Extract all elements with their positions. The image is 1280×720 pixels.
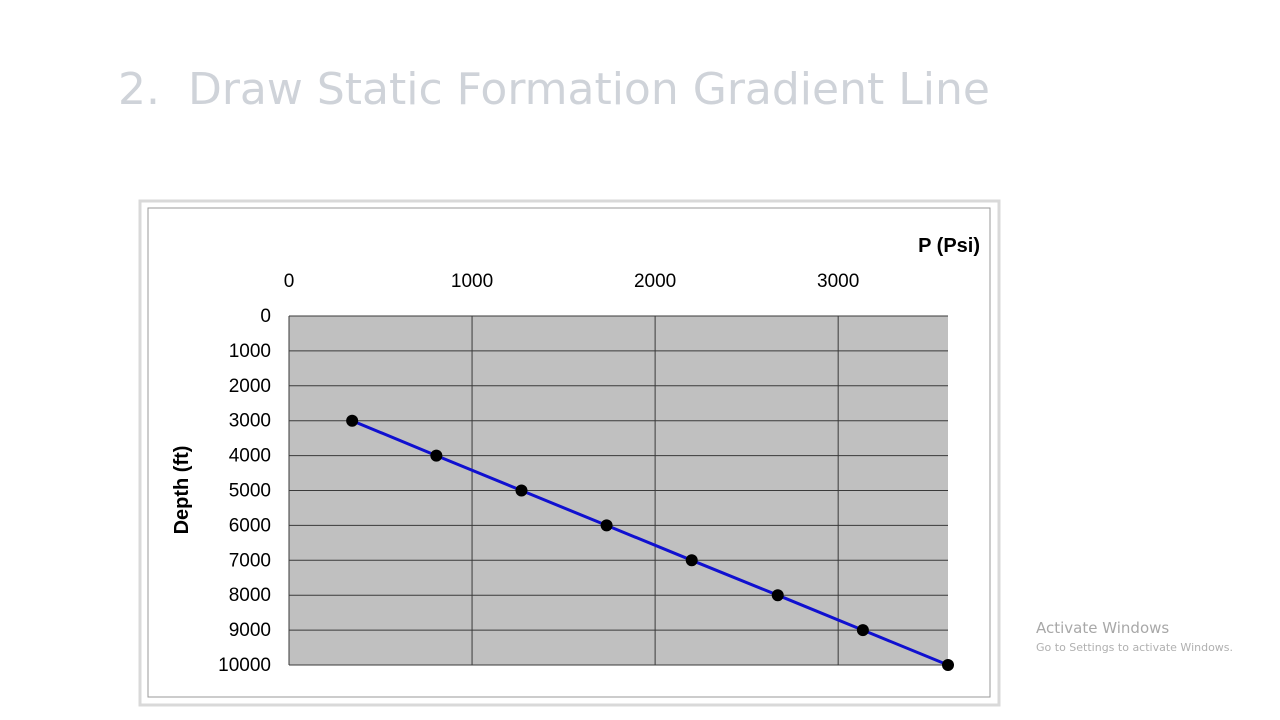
y-tick-label: 4000 xyxy=(229,446,271,467)
y-tick-label: 10000 xyxy=(218,655,271,676)
series-line xyxy=(351,419,949,667)
data-point xyxy=(942,659,954,671)
x-tick-label: 2000 xyxy=(634,271,676,292)
data-point xyxy=(771,589,784,602)
data-point xyxy=(685,554,698,567)
plot: 0 1000 2000 3000 0 1000 2000 3000 4000 5000 6000 70… xyxy=(218,271,954,676)
y-tick-label: 6000 xyxy=(229,515,271,536)
data-point xyxy=(515,484,528,497)
y-tick-label: 9000 xyxy=(229,620,271,641)
data-point xyxy=(430,449,443,462)
y-tick-label: 2000 xyxy=(229,376,271,397)
watermark-title: Activate Windows xyxy=(1036,619,1169,637)
x-tick-label: 1000 xyxy=(451,271,493,292)
data-point xyxy=(346,414,359,427)
y-tick-label: 7000 xyxy=(229,550,271,571)
watermark-subtitle: Go to Settings to activate Windows. xyxy=(1036,641,1233,654)
y-tick-label: 5000 xyxy=(229,481,271,502)
data-point xyxy=(600,519,613,532)
x-tick-label: 0 xyxy=(284,271,295,292)
y-tick-label: 0 xyxy=(260,306,271,327)
y-tick-label: 1000 xyxy=(229,341,271,362)
x-axis-title: P (Psi) xyxy=(918,235,980,257)
slide-title: 2. Draw Static Formation Gradient Line xyxy=(118,64,990,115)
x-tick-label: 3000 xyxy=(817,271,859,292)
y-axis-title: Depth (ft) xyxy=(171,446,193,535)
y-tick-label: 3000 xyxy=(229,411,271,432)
data-point xyxy=(856,624,869,637)
y-tick-label: 8000 xyxy=(229,585,271,606)
